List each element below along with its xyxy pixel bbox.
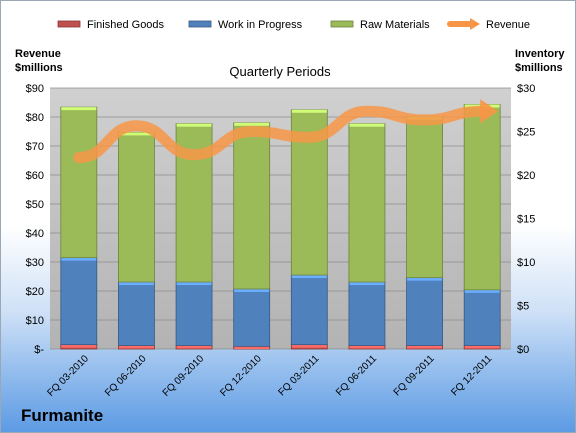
- category-label: FQ 06-2011: [334, 353, 379, 398]
- left-tick-label: $50: [26, 199, 44, 211]
- bar-cap: [349, 345, 385, 349]
- bar-raw-materials: [60, 106, 98, 259]
- legend-swatch-work-in-progress: [188, 20, 212, 28]
- right-axis-label-line1: Inventory: [515, 48, 565, 60]
- category-label: FQ 09-2011: [392, 353, 437, 398]
- bar-raw-materials: [118, 131, 155, 283]
- bar-cap: [234, 288, 270, 292]
- legend-swatch-finished-goods: [57, 20, 81, 28]
- bar-cap: [407, 345, 443, 349]
- bar-cap: [291, 344, 327, 348]
- legend-label: Raw Materials: [360, 19, 430, 31]
- revenue-line-arrowhead: [480, 99, 499, 124]
- left-tick-label: $30: [26, 257, 44, 269]
- legend-arrowhead: [470, 18, 480, 30]
- legend-label: Finished Goods: [87, 19, 165, 31]
- bar-cap: [464, 289, 500, 293]
- bar-cap: [118, 132, 154, 136]
- bar-work-in-progress: [175, 281, 213, 346]
- right-axis-label-line2: $millions: [515, 62, 563, 74]
- bar-raw-materials: [463, 104, 501, 291]
- category-label: FQ 09-2010: [161, 353, 207, 399]
- bar-cap: [464, 345, 500, 349]
- left-tick-label: $60: [26, 170, 44, 182]
- company-name: Furmanite: [21, 406, 104, 425]
- right-tick-label: $25: [517, 127, 535, 139]
- left-tick-label: $20: [26, 286, 44, 298]
- left-tick-label: $70: [26, 141, 44, 153]
- bar-cap: [349, 123, 385, 127]
- bar-cap: [407, 277, 443, 281]
- legend-label: Work in Progress: [218, 19, 303, 31]
- left-tick-label: $80: [26, 112, 44, 124]
- right-tick-label: $30: [517, 83, 535, 95]
- bar-cap: [118, 345, 154, 349]
- left-tick-label: $-: [34, 344, 44, 356]
- bar-cap: [176, 345, 212, 349]
- category-label: FQ 03-2010: [45, 353, 91, 399]
- bar-raw-materials: [348, 123, 386, 283]
- bar-cap: [61, 344, 97, 348]
- left-axis-label-line1: Revenue: [15, 48, 61, 60]
- bar-cap: [234, 346, 270, 349]
- bar-cap: [176, 282, 212, 286]
- bar-work-in-progress: [348, 281, 386, 346]
- category-label: FQ 12-2011: [449, 353, 494, 398]
- right-tick-label: $20: [517, 170, 535, 182]
- right-tick-label: $15: [517, 214, 535, 226]
- category-label: FQ 12-2010: [218, 353, 264, 399]
- left-tick-label: $40: [26, 228, 44, 240]
- bar-cap: [291, 275, 327, 279]
- bar-cap: [234, 122, 270, 126]
- left-tick-label: $90: [26, 83, 44, 95]
- bar-cap: [61, 257, 97, 261]
- bar-raw-materials: [233, 122, 271, 290]
- right-tick-label: $10: [517, 257, 535, 269]
- bar-work-in-progress: [118, 281, 155, 346]
- left-axis-label-line2: $millions: [15, 62, 63, 74]
- bar-raw-materials: [406, 116, 443, 279]
- category-label: FQ 03-2011: [276, 353, 321, 398]
- category-label: FQ 06-2010: [103, 353, 149, 399]
- bar-cap: [176, 123, 212, 127]
- chart-title: Quarterly Periods: [229, 64, 331, 79]
- legend-swatch-raw-materials: [330, 20, 354, 28]
- bar-cap: [61, 107, 97, 111]
- right-tick-label: $5: [517, 301, 529, 313]
- revenue-line: [73, 105, 488, 164]
- left-tick-label: $10: [26, 315, 44, 327]
- bar-work-in-progress: [60, 257, 98, 346]
- bar-work-in-progress: [233, 288, 271, 347]
- bar-work-in-progress: [463, 289, 501, 346]
- bar-cap: [118, 282, 154, 286]
- bar-cap: [349, 282, 385, 286]
- bar-cap: [291, 109, 327, 113]
- right-tick-label: $0: [517, 344, 529, 356]
- legend-label: Revenue: [486, 19, 530, 31]
- bar-work-in-progress: [290, 274, 328, 346]
- bar-work-in-progress: [406, 277, 443, 346]
